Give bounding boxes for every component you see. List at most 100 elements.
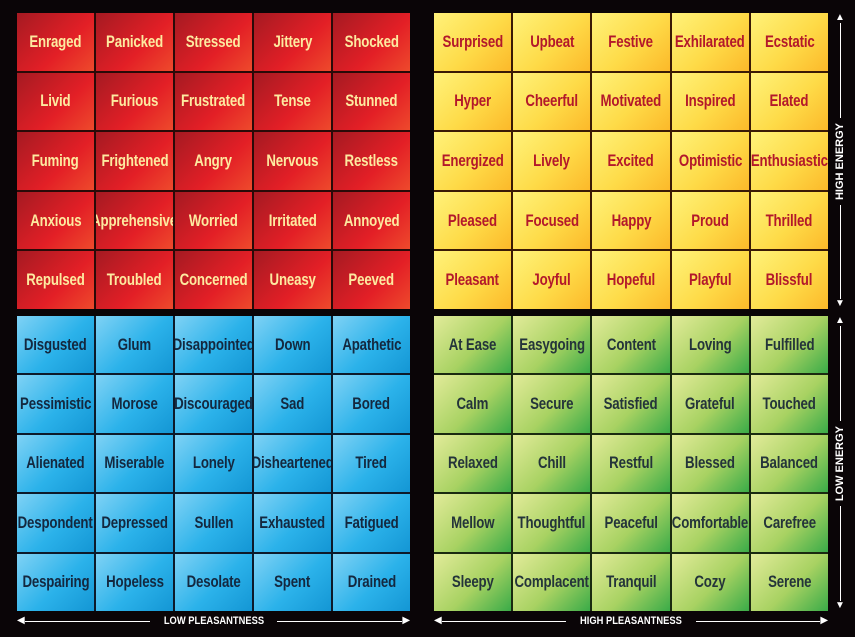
emotion-cell: Pleased bbox=[434, 191, 512, 250]
emotion-cell: Secure bbox=[513, 375, 591, 433]
emotion-label: Repulsed bbox=[26, 270, 85, 290]
emotion-cell: At Ease bbox=[434, 316, 512, 374]
emotion-label: Furious bbox=[110, 91, 159, 111]
emotion-cell: Drained bbox=[333, 553, 410, 611]
arrow-left-icon: ◀ bbox=[17, 615, 25, 626]
emotion-cell: Proud bbox=[671, 191, 749, 250]
emotion-cell: Comfortable bbox=[671, 494, 749, 552]
emotion-cell: Enthusiastic bbox=[750, 132, 828, 190]
emotion-label: Exhausted bbox=[259, 512, 326, 532]
emotion-cell: Restless bbox=[333, 132, 410, 190]
emotion-cell: Mellow bbox=[434, 494, 512, 552]
emotion-cell: Hopeful bbox=[592, 251, 670, 309]
emotion-cell: Shocked bbox=[333, 13, 410, 71]
emotion-label: Thoughtful bbox=[517, 512, 586, 532]
emotion-cell: Sleepy bbox=[434, 553, 512, 611]
emotion-label: Festive bbox=[608, 31, 654, 51]
emotion-label: Peeved bbox=[348, 270, 395, 290]
emotion-label: Energized bbox=[441, 150, 504, 170]
arrow-down-icon: ▼ bbox=[835, 298, 845, 310]
emotion-label: Blessed bbox=[685, 453, 736, 473]
emotion-cell: Relaxed bbox=[434, 434, 512, 493]
arrow-up-icon: ▲ bbox=[835, 315, 845, 326]
emotion-cell: Morose bbox=[96, 375, 173, 433]
emotion-label: Cozy bbox=[694, 572, 726, 592]
emotion-label: Hopeless bbox=[105, 572, 164, 592]
emotion-cell: Blissful bbox=[750, 251, 828, 309]
emotion-cell: Joyful bbox=[513, 251, 591, 309]
emotion-cell: Content bbox=[592, 316, 670, 374]
emotion-cell: Alienated bbox=[17, 434, 94, 493]
emotion-label: Cheerful bbox=[525, 91, 579, 111]
emotion-cell: Exhilarated bbox=[671, 13, 749, 71]
axis-line bbox=[277, 620, 403, 622]
emotion-cell: Disheartened bbox=[254, 434, 331, 493]
axis-line bbox=[839, 326, 841, 421]
emotion-cell: Festive bbox=[592, 13, 670, 71]
emotion-label: Irritated bbox=[268, 210, 317, 230]
emotion-label: Exhilarated bbox=[675, 31, 746, 51]
emotion-cell: Serene bbox=[750, 553, 828, 611]
emotion-label: Tired bbox=[355, 453, 388, 473]
emotion-label: Loving bbox=[688, 334, 732, 354]
emotion-label: Panicked bbox=[106, 31, 163, 51]
emotion-label: Surprised bbox=[442, 31, 503, 51]
quadrant-green-low-energy-pleasant: At Ease Easygoing Content Loving Fulfilled Ca… bbox=[434, 316, 828, 611]
emotion-cell: Sad bbox=[254, 375, 331, 433]
emotion-cell: Stunned bbox=[333, 72, 410, 131]
emotion-cell: Repulsed bbox=[17, 251, 94, 309]
arrow-right-icon: ▶ bbox=[402, 615, 411, 626]
emotion-cell: Frustrated bbox=[175, 72, 252, 131]
emotion-cell: Furious bbox=[96, 72, 173, 131]
emotion-label: Bored bbox=[352, 394, 391, 414]
emotion-label: Troubled bbox=[107, 270, 162, 290]
emotion-cell: Elated bbox=[750, 72, 828, 131]
emotion-cell: Stressed bbox=[175, 13, 252, 71]
emotion-label: Hyper bbox=[454, 91, 491, 111]
emotion-label: Disappointed bbox=[175, 334, 252, 354]
emotion-label: Pleasant bbox=[445, 270, 500, 290]
emotion-label: Nervous bbox=[266, 150, 319, 170]
emotion-label: Frightened bbox=[101, 150, 168, 170]
emotion-cell: Discouraged bbox=[175, 375, 252, 433]
emotion-label: Touched bbox=[762, 394, 816, 414]
emotion-label: Glum bbox=[117, 334, 152, 354]
emotion-cell: Troubled bbox=[96, 251, 173, 309]
emotion-cell: Nervous bbox=[254, 132, 331, 190]
emotion-cell: Energized bbox=[434, 132, 512, 190]
emotion-label: Morose bbox=[111, 394, 158, 414]
emotion-cell: Depressed bbox=[96, 494, 173, 552]
emotion-cell: Peaceful bbox=[592, 494, 670, 552]
emotion-cell: Pessimistic bbox=[17, 375, 94, 433]
emotion-cell: Blessed bbox=[671, 434, 749, 493]
emotion-cell: Lively bbox=[513, 132, 591, 190]
emotion-cell: Despairing bbox=[17, 553, 94, 611]
emotion-label: Miserable bbox=[104, 453, 165, 473]
emotion-label: Inspired bbox=[685, 91, 736, 111]
emotion-label: Peaceful bbox=[604, 512, 658, 532]
emotion-cell: Restful bbox=[592, 434, 670, 493]
emotion-cell: Apprehensive bbox=[96, 191, 173, 250]
emotion-label: Restful bbox=[609, 453, 653, 473]
emotion-label: Proud bbox=[691, 210, 729, 230]
emotion-label: Pessimistic bbox=[19, 394, 92, 414]
emotion-cell: Panicked bbox=[96, 13, 173, 71]
axis-label-high-energy: HIGH ENERGY bbox=[834, 122, 846, 200]
emotion-cell: Fatigued bbox=[333, 494, 410, 552]
emotion-label: Upbeat bbox=[529, 31, 574, 51]
emotion-cell: Complacent bbox=[513, 553, 591, 611]
emotion-label: Excited bbox=[607, 150, 655, 170]
emotion-label: Apathetic bbox=[341, 334, 402, 354]
emotion-cell: Frightened bbox=[96, 132, 173, 190]
emotion-label: Restless bbox=[344, 150, 399, 170]
emotion-label: Sleepy bbox=[451, 572, 494, 592]
emotion-cell: Tense bbox=[254, 72, 331, 131]
emotion-label: Elated bbox=[769, 91, 809, 111]
emotion-label: Optimistic bbox=[678, 150, 742, 170]
emotion-cell: Bored bbox=[333, 375, 410, 433]
emotion-label: Down bbox=[274, 334, 311, 354]
emotion-label: Balanced bbox=[760, 453, 819, 473]
emotion-label: Sad bbox=[280, 394, 305, 414]
emotion-cell: Carefree bbox=[750, 494, 828, 552]
emotion-cell: Focused bbox=[513, 191, 591, 250]
